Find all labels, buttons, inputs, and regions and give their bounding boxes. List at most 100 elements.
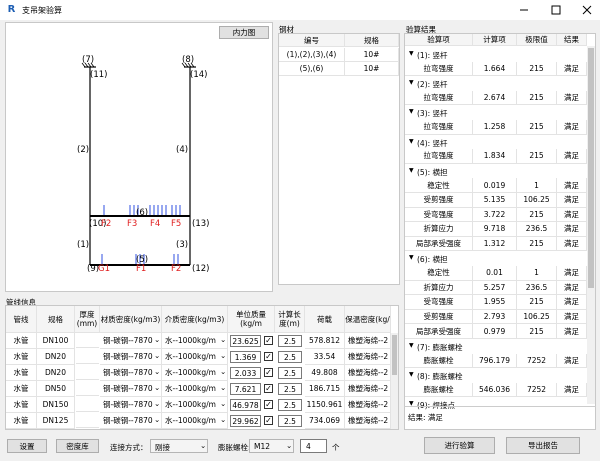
thickness-input[interactable] [76, 398, 99, 412]
result-cell: 受剪强度 [405, 309, 473, 325]
pipe-select[interactable]: 橡塑海绵--2 [345, 349, 391, 365]
length-input[interactable]: 2.5 [278, 367, 302, 379]
scroll-thumb[interactable] [588, 48, 594, 288]
checkbox[interactable]: ✓ [264, 368, 273, 377]
node-label: (7) [82, 55, 95, 65]
pipe-select[interactable]: 水--1000kg/m [162, 413, 228, 429]
result-cell: 折算应力 [405, 222, 473, 237]
checkbox[interactable]: ✓ [264, 416, 273, 425]
window-controls[interactable] [510, 0, 600, 20]
thickness-input[interactable] [76, 382, 99, 396]
unit-mass-input[interactable]: 1.369 [230, 351, 261, 363]
result-cell: 拉弯强度 [405, 61, 473, 77]
length-input[interactable]: 2.5 [278, 399, 302, 411]
pipe-select[interactable]: 橡塑海绵--2 [345, 397, 391, 413]
pipe-select[interactable]: 橡塑海绵--2 [345, 413, 391, 429]
pipe-select[interactable]: 橡塑海绵--2 [345, 381, 391, 397]
density-button[interactable]: 密度库 [56, 439, 99, 453]
node-label: (12) [192, 264, 210, 274]
checkbox[interactable]: ✓ [264, 400, 273, 409]
dropdown-arrow: ⌄ [154, 383, 161, 392]
pipe-select[interactable]: 水--1000kg/m [162, 365, 228, 381]
results-summary: 结果: 满足 [408, 413, 443, 422]
pipe-select[interactable]: 钢-碳钢--7870 [100, 381, 162, 397]
length-input[interactable]: 2.5 [278, 335, 302, 347]
unit-mass-input[interactable]: 23.625 [230, 335, 261, 347]
pipe-cell: 水管 [6, 413, 37, 429]
result-cell: 106.25 [517, 309, 557, 325]
pipe-select[interactable]: 橡塑海绵--2 [345, 333, 391, 349]
expand-arrow[interactable]: ▼ [409, 166, 414, 174]
expand-arrow[interactable]: ▼ [409, 400, 414, 408]
export-button[interactable]: 导出报告 [506, 437, 580, 454]
length-input[interactable]: 2.5 [278, 351, 302, 363]
node-label: (4) [176, 145, 189, 155]
result-cell: 215 [517, 120, 557, 135]
pipe-select[interactable]: 水--1000kg/m [162, 397, 228, 413]
node-label: (3) [176, 240, 189, 250]
scroll-thumb[interactable] [392, 335, 397, 375]
pipe-select[interactable]: 钢-碳钢--7870 [100, 413, 162, 429]
pipe-select[interactable]: 橡塑海绵--2 [345, 365, 391, 381]
pipe-cell: 734.069 [305, 413, 345, 429]
bolt-label: 膨胀螺栓: [218, 443, 251, 452]
unit-mass-input[interactable]: 46.978 [230, 399, 261, 411]
result-cell: 215 [517, 207, 557, 223]
pipe-cell: 1150.961 [305, 397, 345, 413]
expand-arrow[interactable]: ▼ [409, 108, 414, 116]
pipes-header: 厚度(mm) [75, 306, 100, 333]
result-cell: 满足 [557, 193, 587, 208]
run-button[interactable]: 进行验算 [424, 437, 495, 454]
length-input[interactable]: 2.5 [278, 415, 302, 427]
pipe-select[interactable]: 钢-碳钢--7870 [100, 333, 162, 349]
dropdown-arrow: ⌄ [200, 441, 207, 450]
pipes-header: 计算长度(m) [275, 306, 305, 333]
expand-arrow[interactable]: ▼ [409, 137, 414, 145]
pipes-header: 材质密度(kg/m3) [100, 306, 162, 333]
pipe-select[interactable]: 钢-碳钢--7870 [100, 397, 162, 413]
connect-select[interactable]: 刚接 [150, 439, 208, 453]
thickness-input[interactable] [76, 350, 99, 364]
expand-arrow[interactable]: ▼ [409, 371, 414, 379]
unit-mass-input[interactable]: 7.621 [230, 383, 261, 395]
unit-mass-input[interactable]: 2.033 [230, 367, 261, 379]
thickness-input[interactable] [76, 414, 99, 428]
checkbox[interactable]: ✓ [264, 384, 273, 393]
dropdown-arrow: ⌄ [154, 367, 161, 376]
expand-arrow[interactable]: ▼ [409, 342, 414, 349]
result-cell: 拉弯强度 [405, 90, 473, 106]
pipe-cell: 水管 [6, 397, 37, 413]
unit-mass-input[interactable]: 29.962 [230, 415, 261, 427]
pipe-select[interactable]: 钢-碳钢--7870 [100, 349, 162, 365]
bolt-select[interactable]: M12 [249, 439, 294, 453]
result-cell: 5.257 [473, 280, 517, 296]
result-cell: 满足 [557, 120, 587, 135]
pipes-title: 管线信息 [6, 298, 36, 307]
expand-arrow[interactable]: ▼ [409, 50, 414, 57]
thickness-input[interactable] [76, 366, 99, 380]
expand-arrow[interactable]: ▼ [409, 79, 414, 87]
settings-button[interactable]: 设置 [7, 439, 47, 453]
length-input[interactable]: 2.5 [278, 383, 302, 395]
internal-force-button[interactable]: 内力图 [219, 26, 269, 39]
bolt-count-input[interactable]: 4 [300, 439, 327, 453]
expand-arrow[interactable]: ▼ [409, 254, 414, 262]
dropdown-arrow: ⌄ [220, 351, 227, 360]
results-scrollbar[interactable] [587, 46, 595, 404]
checkbox[interactable]: ✓ [264, 336, 273, 345]
result-cell: 215 [517, 295, 557, 310]
title-bar [0, 0, 600, 20]
pipe-select[interactable]: 水--1000kg/m [162, 349, 228, 365]
pipe-select[interactable]: 钢-碳钢--7870 [100, 365, 162, 381]
pipe-select[interactable]: 水--1000kg/m [162, 333, 228, 349]
result-cell: 0.019 [473, 178, 517, 193]
pipe-cell: DN100 [37, 333, 75, 349]
pipes-scrollbar[interactable] [391, 333, 398, 429]
result-cell: 1.955 [473, 295, 517, 310]
result-cell: 2.793 [473, 309, 517, 325]
node-label: (9) [87, 264, 100, 274]
pipe-select[interactable]: 水--1000kg/m [162, 381, 228, 397]
thickness-input[interactable] [76, 334, 99, 348]
result-cell: 0.01 [473, 266, 517, 281]
checkbox[interactable]: ✓ [264, 352, 273, 361]
